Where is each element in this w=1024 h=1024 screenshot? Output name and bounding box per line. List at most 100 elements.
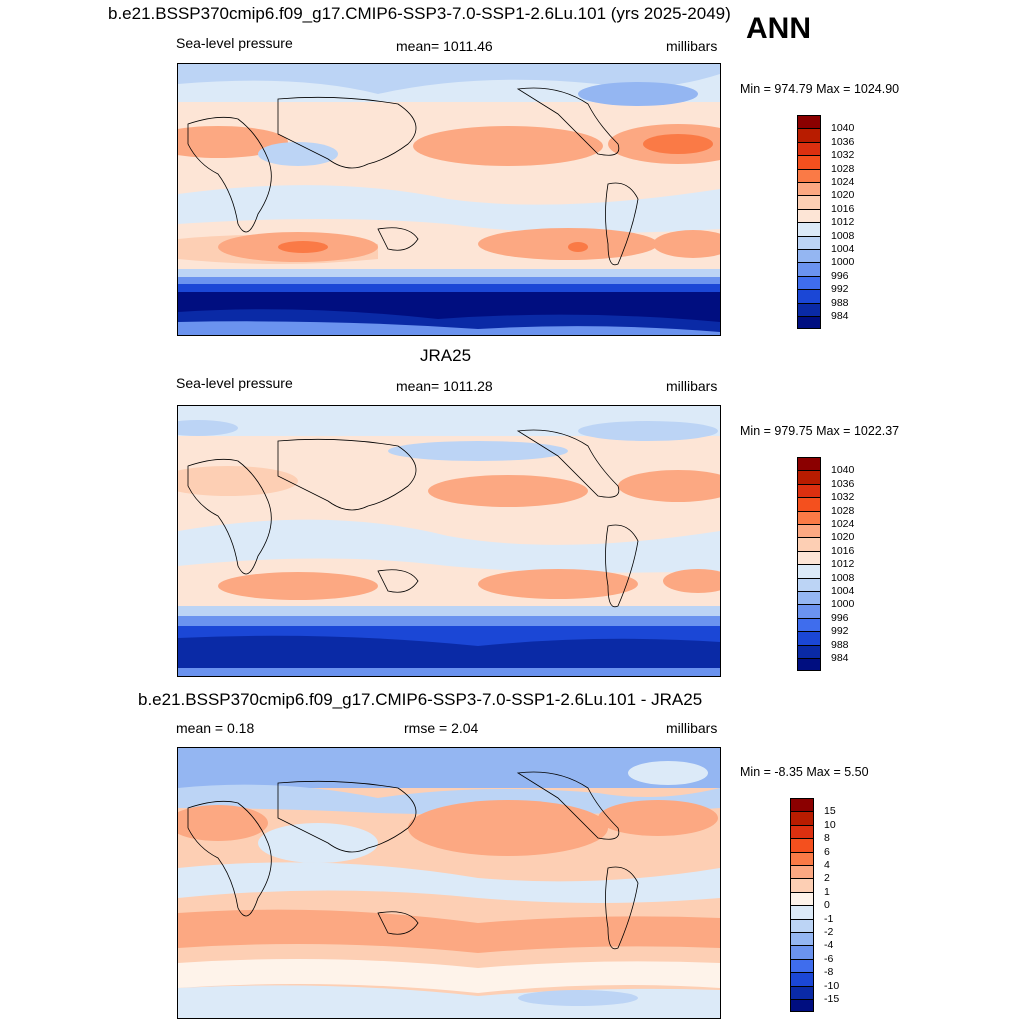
colorbar-tick-label: 1004 bbox=[831, 585, 855, 597]
colorbar-tick-label: 984 bbox=[831, 652, 849, 664]
colorbar-swatch bbox=[790, 945, 814, 959]
colorbar-swatch bbox=[790, 905, 814, 919]
colorbar-tick-label: 1032 bbox=[831, 491, 855, 504]
colorbar-swatch bbox=[797, 550, 821, 565]
panel2-map-svg bbox=[178, 406, 720, 676]
panel3-title: b.e21.BSSP370cmip6.f09_g17.CMIP6-SSP3-7.… bbox=[138, 690, 703, 709]
colorbar-tick-label: 1000 bbox=[831, 598, 855, 611]
panel3-map bbox=[177, 747, 721, 1019]
colorbar-swatch bbox=[797, 537, 821, 551]
colorbar-tick-label: 996 bbox=[831, 611, 849, 624]
colorbar-swatch bbox=[790, 918, 814, 932]
colorbar-swatch bbox=[790, 958, 814, 973]
colorbar-swatch bbox=[790, 824, 814, 839]
colorbar-swatch bbox=[797, 168, 821, 182]
panel3-mean: mean = 0.18 bbox=[176, 720, 255, 736]
colorbar-swatch bbox=[797, 497, 821, 511]
colorbar-swatch bbox=[790, 985, 814, 999]
colorbar-tick-label: 1004 bbox=[831, 243, 855, 255]
panel2-mean: mean= 1011.28 bbox=[396, 378, 493, 394]
panel2-title: JRA25 bbox=[420, 346, 472, 365]
colorbar-tick-label: 1012 bbox=[831, 216, 855, 229]
colorbar-swatch bbox=[797, 316, 821, 330]
colorbar-swatch bbox=[797, 470, 821, 484]
colorbar-swatch bbox=[790, 999, 814, 1013]
colorbar-swatch bbox=[797, 275, 821, 290]
colorbar-tick-label: 1040 bbox=[831, 122, 855, 135]
colorbar-swatch bbox=[797, 524, 821, 538]
colorbar-swatch bbox=[797, 195, 821, 209]
colorbar-swatch bbox=[797, 222, 821, 236]
panel2-minmax: Min = 979.75 Max = 1022.37 bbox=[740, 424, 900, 438]
colorbar-tick-label: 1016 bbox=[831, 544, 855, 557]
colorbar-swatch bbox=[790, 811, 814, 825]
panel1-map-svg bbox=[178, 64, 720, 335]
colorbar-tick-label: 1028 bbox=[831, 504, 855, 517]
colorbar-tick-label: 992 bbox=[831, 625, 849, 638]
colorbar-swatch bbox=[797, 457, 821, 471]
colorbar-tick-label: 15 bbox=[824, 805, 836, 818]
season-label: ANN bbox=[746, 12, 811, 45]
colorbar-tick-label: 1012 bbox=[831, 558, 855, 571]
colorbar-swatch bbox=[790, 798, 814, 812]
panel3-units: millibars bbox=[666, 720, 718, 736]
colorbar-swatch bbox=[797, 483, 821, 498]
colorbar-swatch bbox=[797, 617, 821, 632]
colorbar-swatch bbox=[790, 891, 814, 906]
colorbar-swatch bbox=[797, 604, 821, 618]
colorbar-swatch bbox=[797, 155, 821, 169]
colorbar-tick-label: 6 bbox=[824, 845, 830, 858]
colorbar-swatch bbox=[797, 182, 821, 196]
colorbar-swatch bbox=[790, 972, 814, 986]
panel2-map bbox=[177, 405, 721, 677]
colorbar-tick-label: 988 bbox=[831, 296, 849, 309]
colorbar-tick-label: -6 bbox=[824, 952, 834, 965]
panel3-rmse: rmse = 2.04 bbox=[404, 720, 479, 736]
colorbar-tick-label: 1036 bbox=[831, 477, 855, 490]
colorbar-swatch bbox=[797, 631, 821, 645]
colorbar-tick-label: 1040 bbox=[831, 464, 855, 477]
colorbar-tick-label: -8 bbox=[824, 966, 834, 979]
colorbar-tick-label: -4 bbox=[824, 939, 834, 952]
colorbar-swatch bbox=[790, 851, 814, 865]
colorbar-tick-label: 1028 bbox=[831, 162, 855, 175]
colorbar-swatch bbox=[797, 644, 821, 658]
colorbar-tick-label: 1 bbox=[824, 885, 830, 898]
colorbar-tick-label: 988 bbox=[831, 638, 849, 651]
panel3-minmax: Min = -8.35 Max = 5.50 bbox=[740, 765, 869, 779]
colorbar-tick-label: -2 bbox=[824, 926, 834, 938]
colorbar-swatch bbox=[797, 289, 821, 303]
colorbar-swatch bbox=[797, 510, 821, 524]
colorbar-tick-label: 1024 bbox=[831, 176, 855, 188]
colorbar-swatch bbox=[797, 591, 821, 605]
colorbar-tick-label: 10 bbox=[824, 818, 836, 831]
colorbar-tick-label: 8 bbox=[824, 832, 830, 845]
colorbar-swatch bbox=[797, 249, 821, 263]
panel2-variable: Sea-level pressure bbox=[176, 375, 293, 391]
colorbar-tick-label: -10 bbox=[824, 979, 840, 992]
panel2-units: millibars bbox=[666, 378, 718, 394]
colorbar-tick-label: 996 bbox=[831, 269, 849, 282]
colorbar-swatch bbox=[797, 235, 821, 249]
colorbar-swatch bbox=[797, 262, 821, 276]
colorbar-tick-label: 2 bbox=[824, 872, 830, 885]
colorbar-swatch bbox=[790, 878, 814, 892]
colorbar-tick-label: 1008 bbox=[831, 229, 855, 242]
colorbar-swatch bbox=[790, 838, 814, 852]
colorbar-swatch bbox=[797, 141, 821, 156]
colorbar-swatch bbox=[797, 577, 821, 591]
colorbar-tick-label: 984 bbox=[831, 310, 849, 322]
panel1-map bbox=[177, 63, 721, 336]
colorbar-tick-label: 1020 bbox=[831, 531, 855, 544]
colorbar-tick-label: 1020 bbox=[831, 189, 855, 202]
colorbar-tick-label: 1016 bbox=[831, 202, 855, 215]
colorbar-swatch bbox=[797, 564, 821, 578]
colorbar-tick-label: 1000 bbox=[831, 256, 855, 269]
colorbar-swatch bbox=[797, 115, 821, 129]
panel3-map-svg bbox=[178, 748, 720, 1018]
colorbar-tick-label: -15 bbox=[824, 993, 840, 1005]
colorbar-tick-label: -1 bbox=[824, 912, 834, 925]
colorbar-tick-label: 1024 bbox=[831, 518, 855, 530]
colorbar-swatch bbox=[797, 128, 821, 142]
panel1-mean: mean= 1011.46 bbox=[396, 38, 493, 54]
